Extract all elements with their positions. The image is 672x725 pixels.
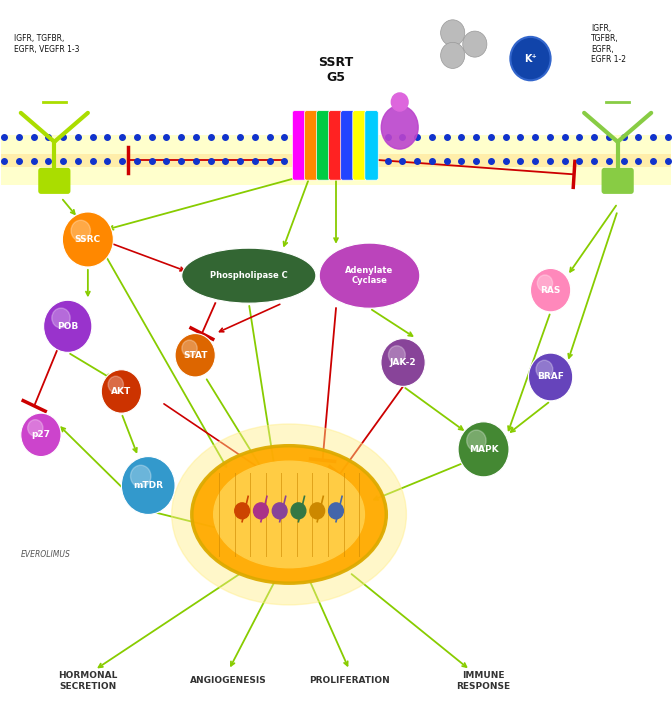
Text: EVEROLIMUS: EVEROLIMUS [21,550,71,559]
Circle shape [536,360,553,378]
Circle shape [272,503,287,519]
Text: IGFR, TGFBR,
EGFR, VEGFR 1-3: IGFR, TGFBR, EGFR, VEGFR 1-3 [14,34,79,54]
Text: PROLIFERATION: PROLIFERATION [309,676,390,685]
Circle shape [388,346,405,364]
Circle shape [291,503,306,519]
Circle shape [122,457,175,515]
Circle shape [528,353,573,401]
Text: STAT: STAT [183,351,208,360]
Circle shape [62,212,114,267]
Text: AKT: AKT [112,387,132,396]
Circle shape [182,340,197,357]
FancyBboxPatch shape [341,111,354,180]
Circle shape [108,376,124,393]
Circle shape [441,20,465,46]
Circle shape [538,275,552,291]
Circle shape [329,503,343,519]
Circle shape [458,422,509,477]
Text: IMMUNE
RESPONSE: IMMUNE RESPONSE [456,671,511,691]
FancyBboxPatch shape [329,111,342,180]
Circle shape [381,339,425,386]
Text: MAPK: MAPK [469,445,499,454]
Text: K⁺: K⁺ [524,54,537,64]
Text: JAK-2: JAK-2 [390,358,417,367]
Ellipse shape [381,106,418,149]
Circle shape [310,503,325,519]
Circle shape [28,420,43,436]
FancyBboxPatch shape [601,168,634,194]
FancyBboxPatch shape [1,154,671,167]
Text: SSRC: SSRC [75,235,101,244]
Circle shape [101,370,142,413]
Circle shape [463,31,487,57]
Circle shape [530,268,571,312]
Text: IGFR,
TGFBR,
EGFR,
EGFR 1-2: IGFR, TGFBR, EGFR, EGFR 1-2 [591,24,626,65]
Circle shape [44,300,92,352]
Ellipse shape [319,243,420,308]
Ellipse shape [192,446,386,583]
Circle shape [52,308,70,328]
Circle shape [21,413,61,457]
FancyBboxPatch shape [1,135,671,185]
Circle shape [130,465,151,487]
Text: POB: POB [57,322,79,331]
Text: p27: p27 [32,431,50,439]
Circle shape [235,503,249,519]
Ellipse shape [214,461,364,568]
Circle shape [510,37,550,80]
Text: Adenylate
Cyclase: Adenylate Cyclase [345,266,394,286]
Text: Phospholipase C: Phospholipase C [210,271,288,280]
Ellipse shape [172,424,407,605]
Ellipse shape [181,248,316,303]
Text: RAS: RAS [540,286,560,294]
Text: mTDR: mTDR [133,481,163,490]
Text: HORMONAL
SECRETION: HORMONAL SECRETION [58,671,118,691]
Circle shape [253,503,268,519]
Circle shape [71,220,91,241]
FancyBboxPatch shape [365,111,378,180]
FancyBboxPatch shape [304,111,318,180]
Text: SSRT
G5: SSRT G5 [319,56,353,84]
FancyBboxPatch shape [292,111,306,180]
Circle shape [441,42,465,68]
Circle shape [175,334,215,377]
FancyBboxPatch shape [353,111,366,180]
FancyBboxPatch shape [38,168,71,194]
Ellipse shape [391,93,408,111]
Text: BRAF: BRAF [537,373,564,381]
Text: ANGIOGENESIS: ANGIOGENESIS [190,676,267,685]
Circle shape [467,430,486,451]
FancyBboxPatch shape [317,111,330,180]
